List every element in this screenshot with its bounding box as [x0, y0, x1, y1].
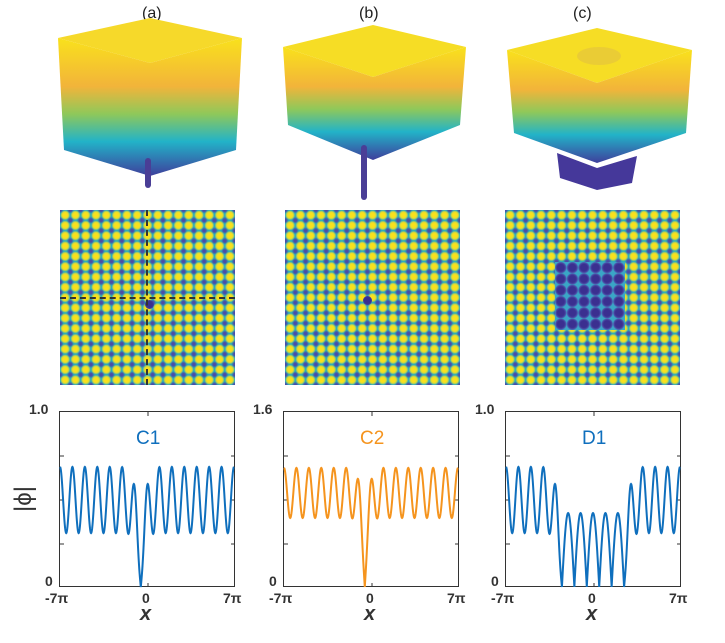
panel-label-b: (b): [359, 5, 379, 22]
surface-side-right: [150, 38, 242, 176]
heatmap-b: [285, 210, 460, 385]
surface-dip: [557, 153, 637, 190]
y-tick-label-top: 1.0: [475, 401, 495, 417]
curve-title: C1: [136, 428, 161, 449]
surface-top: [58, 18, 242, 63]
y-tick-label-top: 1.0: [29, 401, 49, 417]
defect-dot: [145, 300, 154, 309]
heatmap-a: [60, 210, 235, 385]
line-plot-c2: C2: [283, 411, 459, 588]
surface-3d-c: [507, 28, 692, 190]
surface-dip: [361, 145, 367, 200]
plot-area: [59, 412, 235, 588]
y-axis-label: |ϕ|: [9, 486, 37, 512]
surface-3d-b: [283, 25, 466, 200]
x-tick-label-left: -7π: [269, 590, 293, 606]
x-tick-label-right: 7π: [223, 590, 242, 606]
x-tick-label-center: 0: [588, 590, 596, 606]
series-line-c2: [283, 466, 459, 588]
x-tick-label-left: -7π: [491, 590, 515, 606]
defect-domain: [555, 262, 625, 330]
x-tick-label-center: 0: [366, 590, 374, 606]
cut-line-horizontal: [60, 297, 235, 299]
surface-side-left: [58, 38, 150, 176]
panel-label-a: (a): [142, 5, 162, 22]
y-tick-label-bottom: 0: [491, 573, 499, 589]
surface-3d-a: [58, 18, 242, 188]
x-axis-label: x: [140, 603, 152, 625]
surface-dip: [145, 158, 151, 188]
curve-title: D1: [582, 428, 607, 449]
x-tick-label-right: 7π: [669, 590, 688, 606]
y-tick-label-bottom: 0: [45, 573, 53, 589]
x-tick-label-left: -7π: [45, 590, 69, 606]
plot-area: [283, 412, 459, 588]
y-tick-label-top: 1.6: [253, 401, 273, 417]
line-plot-c1: C1: [59, 411, 235, 588]
x-tick-label-right: 7π: [447, 590, 466, 606]
x-tick-label-center: 0: [142, 590, 150, 606]
panel-label-c: (c): [573, 5, 592, 22]
x-axis-label: x: [586, 603, 598, 625]
y-tick-label-bottom: 0: [269, 573, 277, 589]
heatmap-c: [505, 210, 680, 385]
x-axis-label: x: [364, 603, 376, 625]
curve-title: C2: [360, 428, 385, 449]
series-line-d1: [505, 465, 681, 588]
line-plot-d1: D1: [505, 411, 681, 588]
plot-area: [505, 412, 681, 588]
defect-dot: [363, 296, 372, 305]
series-line-c1: [59, 465, 235, 588]
